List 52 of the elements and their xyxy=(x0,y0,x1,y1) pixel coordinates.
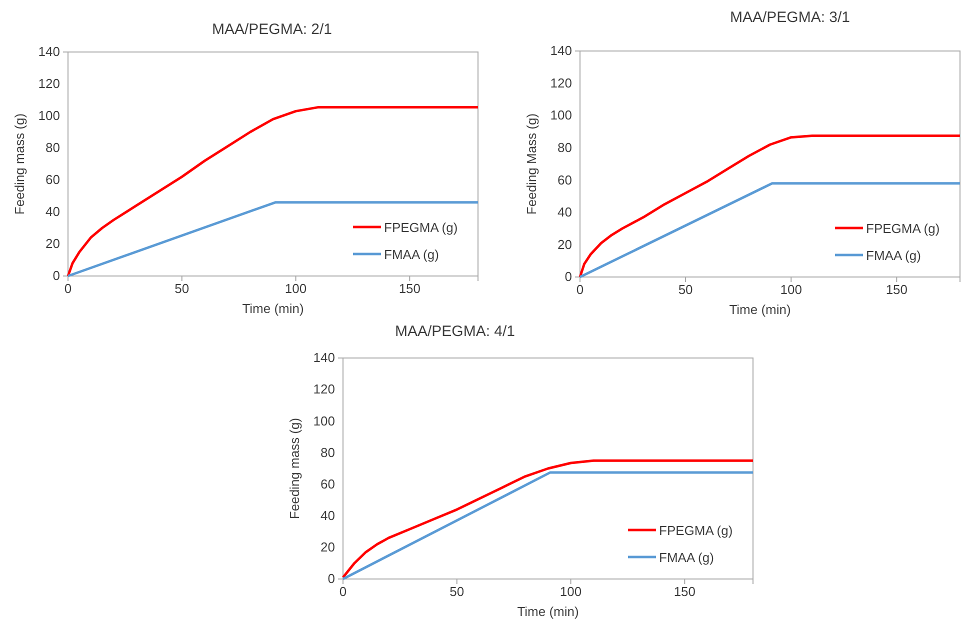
x-tick-label: 100 xyxy=(284,281,307,296)
legend-label: FPEGMA (g) xyxy=(866,221,940,236)
y-tick-label: 20 xyxy=(558,236,572,252)
line-series xyxy=(578,134,962,278)
y-tick-label: 140 xyxy=(550,43,572,58)
x-axis-title: Time (min) xyxy=(729,302,791,317)
legend-label: FMAA (g) xyxy=(384,247,439,262)
y-axis-title: Feeding mass (g) xyxy=(12,113,27,215)
y-tick-label: 0 xyxy=(564,269,572,284)
y-tick-label: 40 xyxy=(558,204,572,220)
y-tick-label: 0 xyxy=(328,571,335,586)
x-tick-label: 0 xyxy=(339,584,347,600)
x-tick-label: 150 xyxy=(886,282,908,298)
x-tick-label: 50 xyxy=(450,584,464,600)
y-tick-label: 120 xyxy=(550,75,572,90)
y-tick-label: 40 xyxy=(46,204,60,220)
y-tick-label: 40 xyxy=(320,508,335,524)
line-series xyxy=(66,106,480,278)
y-tick-label: 100 xyxy=(38,108,60,124)
legend-label: FPEGMA (g) xyxy=(384,220,458,235)
x-tick-label: 150 xyxy=(674,584,696,600)
y-axis-title: Feeding mass (g) xyxy=(287,418,302,520)
y-tick-label: 80 xyxy=(320,444,335,460)
x-axis-title: Time (min) xyxy=(517,604,579,619)
x-tick-label: 0 xyxy=(576,282,584,298)
y-tick-label: 60 xyxy=(320,476,335,492)
y-tick-label: 140 xyxy=(313,350,335,366)
x-tick-label: 50 xyxy=(678,282,693,298)
chart-title: MAA/PEGMA: 2/1 xyxy=(212,21,332,38)
y-tick-label: 100 xyxy=(550,108,572,123)
chart-title: MAA/PEGMA: 4/1 xyxy=(394,323,516,340)
y-tick-label: 100 xyxy=(313,413,335,428)
y-tick-label: 120 xyxy=(313,382,335,397)
y-axis-title: Feeding Mass (g) xyxy=(524,113,539,215)
chart-title: MAA/PEGMA: 3/1 xyxy=(730,9,850,26)
y-tick-label: 140 xyxy=(38,44,60,60)
y-tick-label: 80 xyxy=(558,140,572,156)
y-tick-label: 60 xyxy=(46,172,60,188)
legend-label: FPEGMA (g) xyxy=(659,523,733,538)
legend-label: FMAA (g) xyxy=(659,550,714,565)
x-tick-label: 50 xyxy=(174,281,190,296)
y-tick-label: 60 xyxy=(558,172,572,188)
x-axis-title: Time (min) xyxy=(242,301,304,316)
x-tick-label: 0 xyxy=(64,281,72,296)
y-tick-label: 120 xyxy=(38,76,60,92)
y-tick-label: 20 xyxy=(46,236,60,252)
y-tick-label: 0 xyxy=(52,268,60,284)
y-tick-label: 80 xyxy=(46,140,60,156)
y-tick-label: 20 xyxy=(320,540,335,555)
x-tick-label: 150 xyxy=(398,281,421,296)
x-tick-label: 100 xyxy=(780,282,802,298)
legend-label: FMAA (g) xyxy=(866,248,921,263)
